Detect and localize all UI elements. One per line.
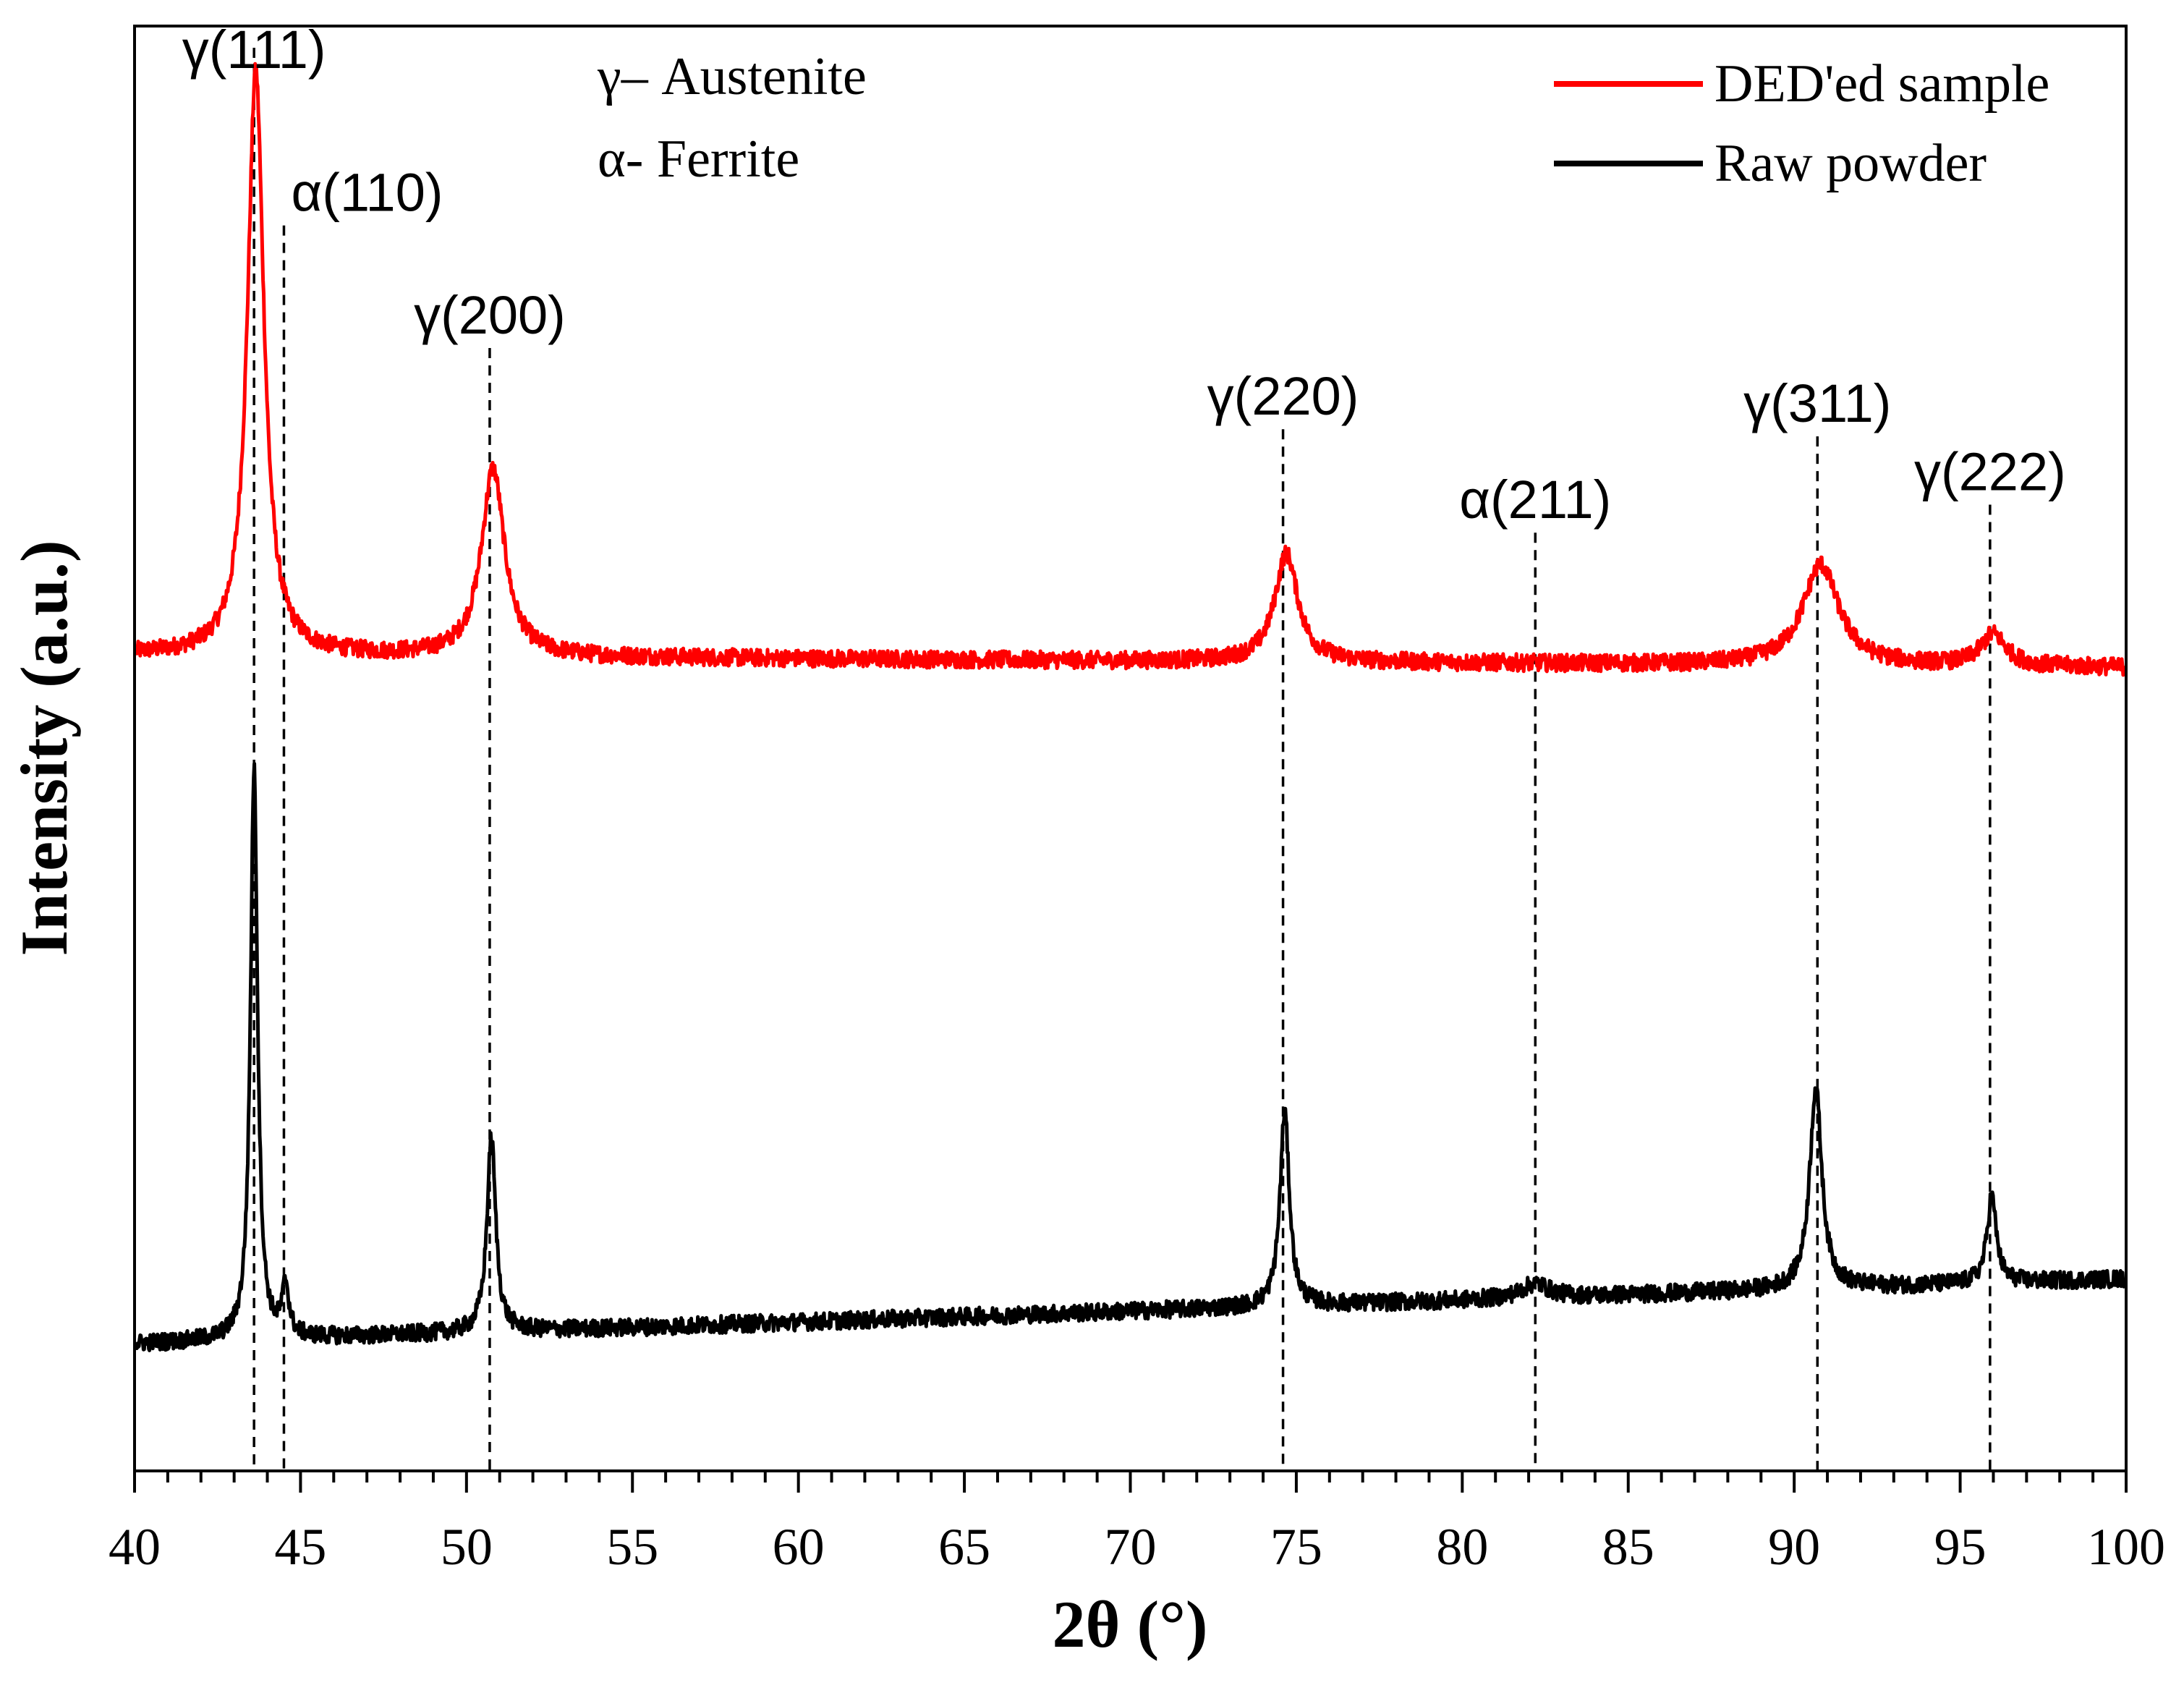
series-line-raw-powder xyxy=(135,762,2128,1352)
x-tick-label: 100 xyxy=(2087,1518,2165,1576)
x-tick-label: 40 xyxy=(109,1518,161,1576)
series-line-ded-sample xyxy=(134,61,2128,677)
peak-label: α(211) xyxy=(1459,470,1611,530)
x-tick-label: 75 xyxy=(1270,1518,1322,1576)
peak-label: γ(222) xyxy=(1914,442,2066,502)
x-tick-label: 55 xyxy=(606,1518,658,1576)
peak-label: α(110) xyxy=(291,163,443,223)
x-tick-label: 60 xyxy=(773,1518,825,1576)
legend-label-ded: DED'ed sample xyxy=(1715,54,2049,114)
x-tick-label: 80 xyxy=(1436,1518,1488,1576)
x-tick-label: 70 xyxy=(1105,1518,1157,1576)
y-axis-title: Intensity (a.u.) xyxy=(7,540,81,956)
phase-legend-ferrite: α- Ferrite xyxy=(598,130,799,189)
phase-legend-austenite: γ– Austenite xyxy=(597,47,867,106)
peak-label: γ(311) xyxy=(1743,373,1891,433)
x-tick-label: 90 xyxy=(1768,1518,1820,1576)
x-axis-title: 2θ (°) xyxy=(1052,1587,1207,1661)
x-tick-label: 85 xyxy=(1602,1518,1654,1576)
x-tick-label: 65 xyxy=(938,1518,990,1576)
peak-label: γ(220) xyxy=(1207,366,1359,426)
legend-label-raw: Raw powder xyxy=(1715,134,1987,193)
peak-label: γ(200) xyxy=(414,285,566,345)
x-tick-label: 45 xyxy=(274,1518,326,1576)
peak-label: γ(111) xyxy=(182,20,326,80)
x-tick-label: 50 xyxy=(441,1518,493,1576)
x-tick-label: 95 xyxy=(1934,1518,1987,1576)
